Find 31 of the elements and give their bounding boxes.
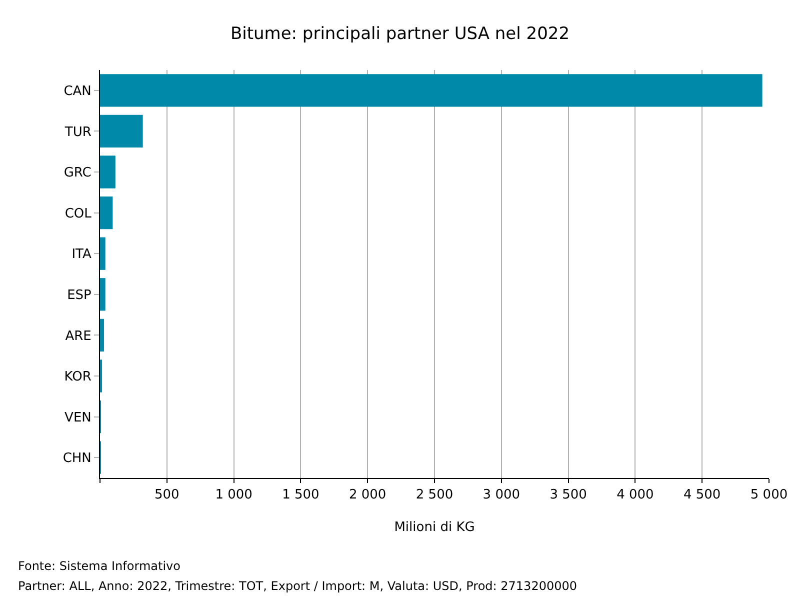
bar bbox=[100, 74, 762, 107]
y-tick-label: VEN bbox=[64, 410, 92, 426]
y-tick-label: GRC bbox=[64, 166, 92, 181]
chart-title: Bitume: principali partner USA nel 2022 bbox=[230, 24, 570, 44]
y-tick-label: COL bbox=[64, 206, 92, 222]
y-tick-label: ITA bbox=[72, 247, 92, 262]
x-tick-label: 3 000 bbox=[482, 488, 520, 503]
source-note: Fonte: Sistema Informativo bbox=[18, 559, 180, 573]
text: Partner: ALL, Anno: 2022, Trimestre: TOT, Export / Import: M, Valuta: USD, Prod: 2713200000 bbox=[18, 579, 577, 593]
bar bbox=[100, 196, 113, 230]
x-axis-title: Milioni di KG bbox=[394, 520, 475, 536]
x-tick-label: 4 000 bbox=[616, 488, 654, 503]
y-tick-label: CAN bbox=[64, 84, 92, 99]
x-tick-label: 2 000 bbox=[348, 488, 386, 503]
bar bbox=[100, 278, 106, 311]
x-tick-label: 1 500 bbox=[282, 488, 320, 503]
y-tick-label: KOR bbox=[64, 370, 92, 385]
bar bbox=[100, 114, 143, 148]
x-tick-label: 500 bbox=[154, 488, 180, 503]
y-tick-label: TUR bbox=[64, 124, 92, 140]
x-tick-label: 3 500 bbox=[550, 488, 587, 503]
x-tick-label: 5 000 bbox=[750, 488, 788, 503]
bar bbox=[100, 318, 104, 352]
x-tick-label: 2 500 bbox=[416, 488, 454, 503]
bar bbox=[100, 237, 106, 270]
y-tick-label: ESP bbox=[67, 288, 92, 303]
y-tick-label: CHN bbox=[62, 451, 92, 466]
x-tick-label: 4 500 bbox=[683, 488, 721, 503]
x-tick-label: 1 000 bbox=[215, 488, 252, 503]
bar bbox=[100, 156, 116, 188]
y-tick-label: ARE bbox=[65, 328, 92, 344]
